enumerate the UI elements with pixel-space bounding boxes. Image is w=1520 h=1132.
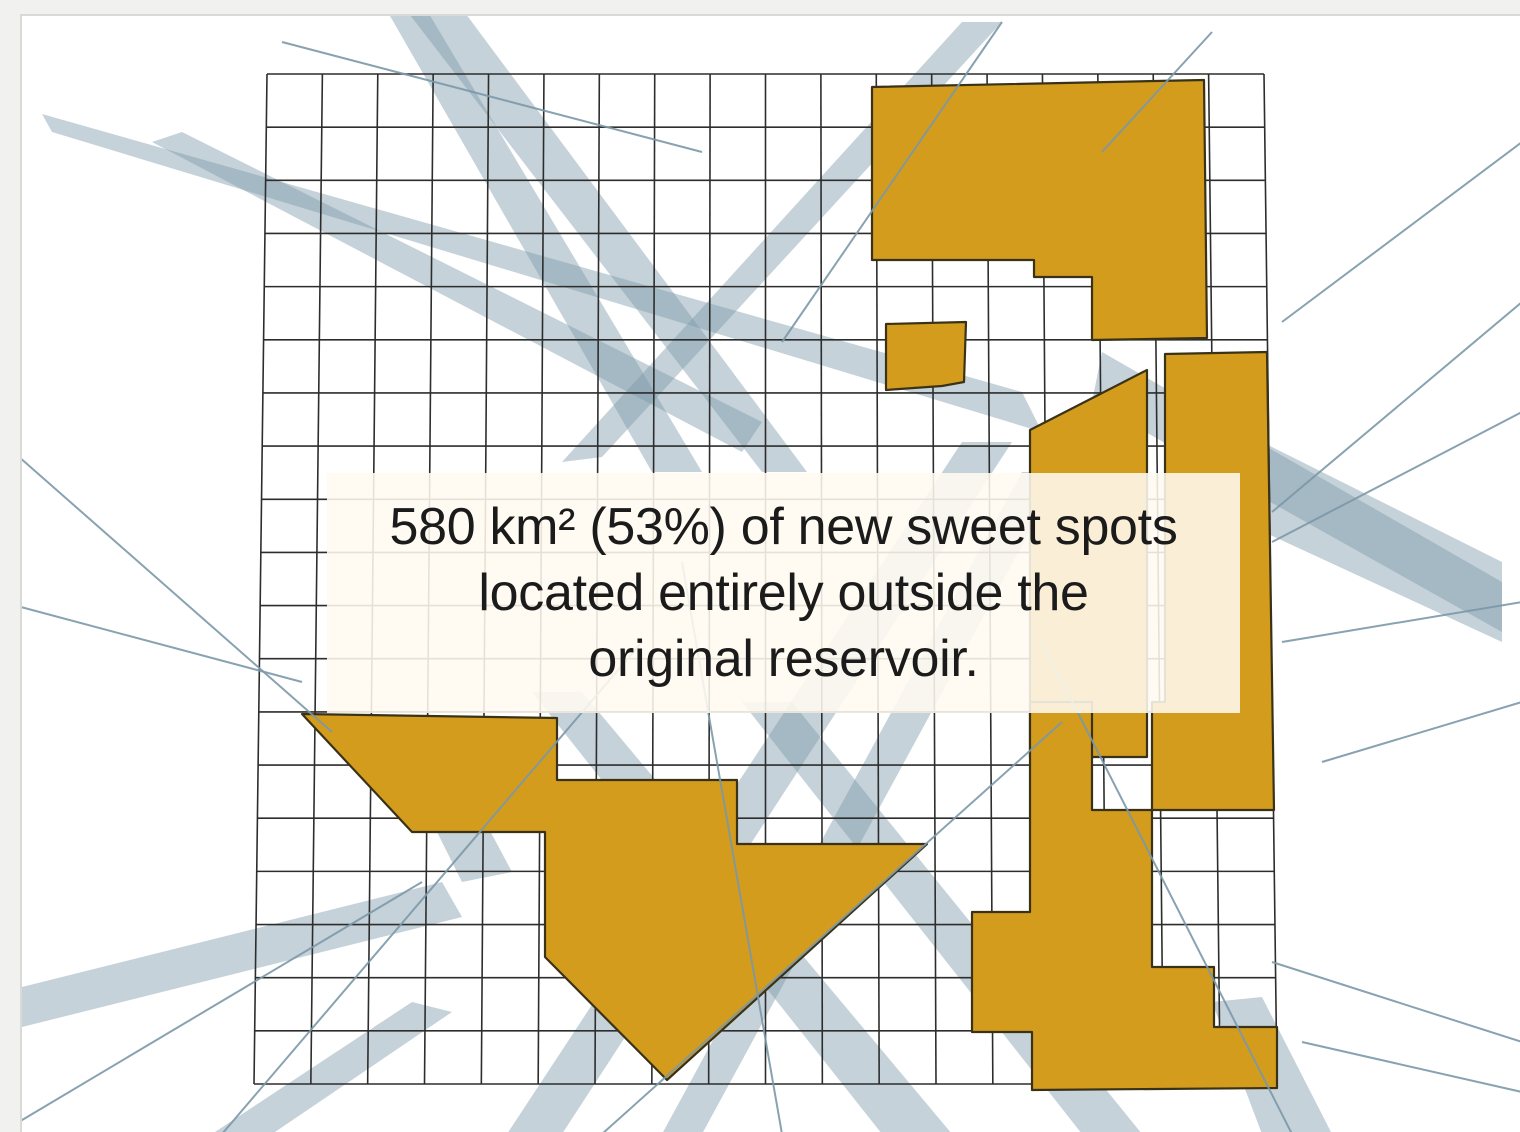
fault-line: [1302, 1042, 1520, 1092]
callout-box: 580 km² (53%) of new sweet spots located…: [327, 473, 1240, 713]
fault-line: [1272, 962, 1520, 1042]
fault-line: [1322, 702, 1520, 762]
sweet-spot-area: [872, 80, 1207, 340]
fault-band: [22, 882, 462, 1032]
callout-line-1: 580 km² (53%) of new sweet spots: [389, 494, 1177, 560]
callout-line-3: original reservoir.: [588, 626, 978, 692]
diagram-frame: 580 km² (53%) of new sweet spots located…: [20, 14, 1520, 1132]
fault-line: [1282, 142, 1520, 322]
fault-line: [1272, 302, 1520, 512]
sweet-spot-area: [886, 322, 966, 390]
fault-band: [212, 1002, 452, 1132]
callout-line-2: located entirely outside the: [478, 560, 1088, 626]
fault-line: [22, 442, 332, 732]
